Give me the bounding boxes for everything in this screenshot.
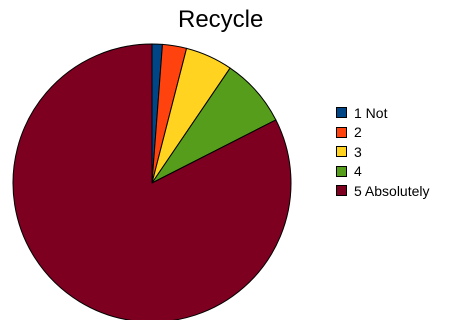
chart-title-text: Recycle	[178, 6, 264, 33]
legend-item-1: 1 Not	[336, 103, 430, 123]
legend-label: 2	[354, 124, 362, 141]
legend-label: 1 Not	[354, 104, 388, 121]
legend-item-4: 4	[336, 162, 430, 182]
legend-swatch	[336, 107, 347, 119]
legend-item-3: 3	[336, 142, 430, 162]
legend-swatch	[336, 165, 347, 177]
legend-label: 4	[354, 163, 362, 180]
legend-label: 3	[354, 143, 362, 160]
legend: 1 Not 2 3 4 5 Absolutely	[336, 103, 430, 201]
legend-swatch	[336, 146, 347, 158]
legend-item-5: 5 Absolutely	[336, 181, 430, 201]
legend-item-2: 2	[336, 123, 430, 143]
legend-swatch	[336, 126, 347, 138]
pie-slice-5	[12, 43, 292, 320]
legend-label: 5 Absolutely	[354, 182, 430, 199]
legend-swatch	[336, 185, 347, 197]
